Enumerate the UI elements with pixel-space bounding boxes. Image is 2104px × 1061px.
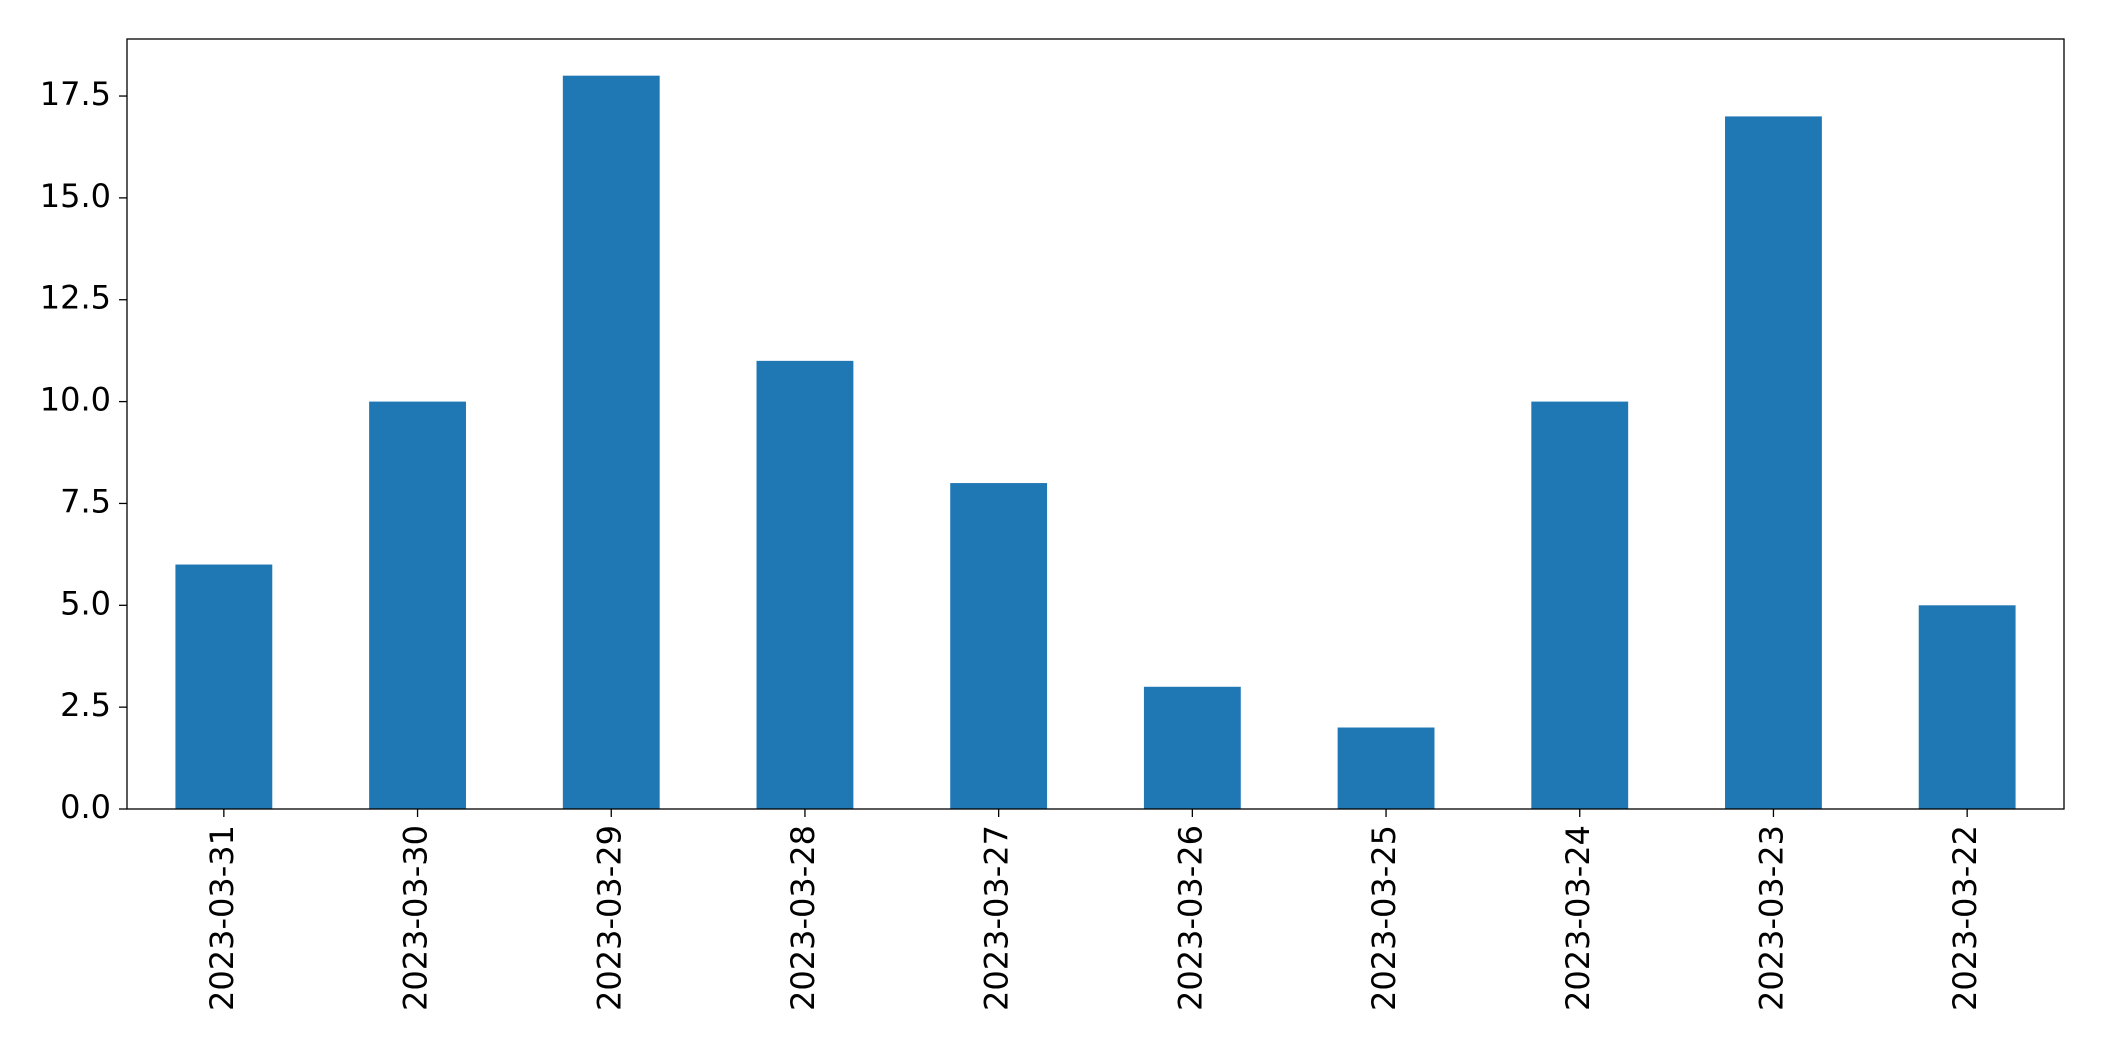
bar	[950, 483, 1048, 809]
bar	[562, 75, 660, 809]
bar	[1918, 605, 2016, 809]
x-tick-label: 2023-03-27	[978, 825, 1016, 1011]
y-tick-label: 2.5	[60, 686, 111, 724]
bar	[1143, 686, 1241, 809]
y-tick-label: 17.5	[40, 75, 111, 113]
bar	[1725, 116, 1822, 809]
y-tick-label: 10.0	[40, 381, 111, 419]
y-tick-label: 12.5	[40, 279, 111, 317]
bar	[175, 564, 273, 809]
y-tick-label: 7.5	[60, 482, 111, 520]
x-tick-label: 2023-03-26	[1171, 825, 1209, 1011]
x-tick-label: 2023-03-24	[1559, 825, 1597, 1011]
x-tick-label: 2023-03-28	[784, 825, 822, 1011]
bar	[1337, 727, 1435, 809]
plot-frame	[126, 38, 2065, 810]
bar	[756, 360, 854, 809]
x-tick-label: 2023-03-29	[590, 825, 628, 1011]
x-tick-label: 2023-03-30	[397, 825, 435, 1011]
y-tick-label: 15.0	[40, 177, 111, 215]
x-tick-label: 2023-03-22	[1946, 825, 1984, 1011]
x-tick-label: 2023-03-25	[1365, 825, 1403, 1011]
bar	[369, 401, 466, 809]
x-tick-label: 2023-03-23	[1752, 825, 1790, 1011]
y-tick-label: 5.0	[60, 584, 111, 622]
bar	[1531, 401, 1629, 809]
y-tick-label: 0.0	[60, 788, 111, 826]
x-tick-label: 2023-03-31	[203, 825, 241, 1011]
